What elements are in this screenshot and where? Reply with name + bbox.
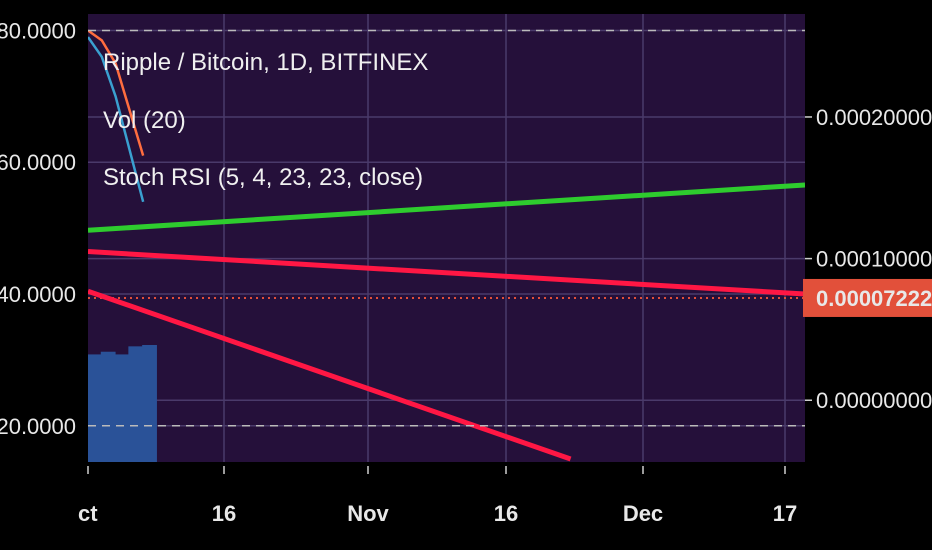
trendline-red-upper	[88, 249, 805, 297]
legend-entry: Stoch RSI (5, 4, 23, 23, close)	[103, 164, 423, 191]
chart-title: Ripple / Bitcoin, 1D, BITFINEX	[103, 49, 428, 76]
x-tick-label: 16	[212, 501, 236, 526]
trendline-green	[88, 182, 805, 233]
right-tick-label: 0.000200000	[816, 105, 932, 130]
x-tick-label: Nov	[347, 501, 389, 526]
x-tick-label: Dec	[623, 501, 663, 526]
stoch-d-line	[88, 36, 145, 203]
x-tick-label: 17	[773, 501, 797, 526]
legend-entry: Vol (20)	[103, 107, 186, 134]
current-price-label: 0.000072220	[816, 286, 932, 311]
volume-bar	[142, 345, 157, 462]
current-price-badge	[803, 278, 932, 317]
volume-bar	[128, 346, 144, 462]
right-tick-label: 0.000000000	[816, 388, 932, 413]
left-tick-label: 20.0000	[0, 414, 76, 439]
volume-bar	[114, 354, 130, 462]
volume-bar	[88, 354, 102, 462]
left-tick-label: 80.0000	[0, 18, 76, 43]
x-tick-label: ct	[78, 501, 98, 526]
plot-background	[88, 14, 805, 462]
x-tick-label: 16	[494, 501, 518, 526]
stoch-k-line	[88, 29, 145, 157]
volume-bar	[100, 351, 116, 462]
left-tick-label: 60.0000	[0, 150, 76, 175]
plot-area	[88, 29, 805, 462]
right-tick-label: 0.000100000	[816, 247, 932, 272]
left-tick-label: 40.0000	[0, 282, 76, 307]
trendline-red-lower	[88, 288, 572, 462]
